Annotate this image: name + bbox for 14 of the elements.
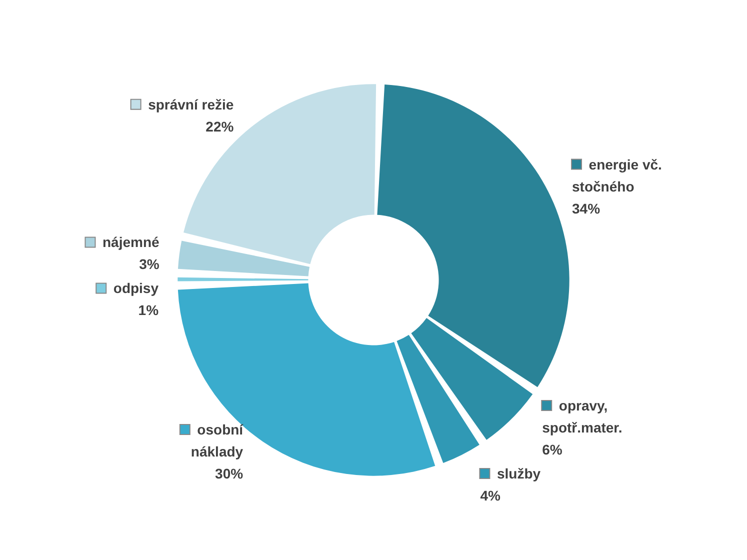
legend-label: odpisy: [106, 280, 159, 296]
legend-label: služby: [489, 465, 541, 482]
legend-label: nájemné: [94, 234, 160, 250]
legend-label: energie vč. stočného: [572, 156, 662, 194]
legend-label: osobní náklady: [189, 421, 244, 460]
data-label: 30%: [215, 465, 244, 482]
data-label: 1%: [138, 302, 160, 318]
data-label: 6%: [542, 441, 563, 458]
data-label: 22%: [206, 118, 234, 134]
data-label: 34%: [572, 200, 601, 216]
legend-label: opravy, spotř.mater.: [542, 397, 622, 436]
legend-label: správní režie: [140, 96, 234, 112]
data-label: 4%: [480, 487, 501, 504]
data-label: 3%: [139, 256, 160, 272]
